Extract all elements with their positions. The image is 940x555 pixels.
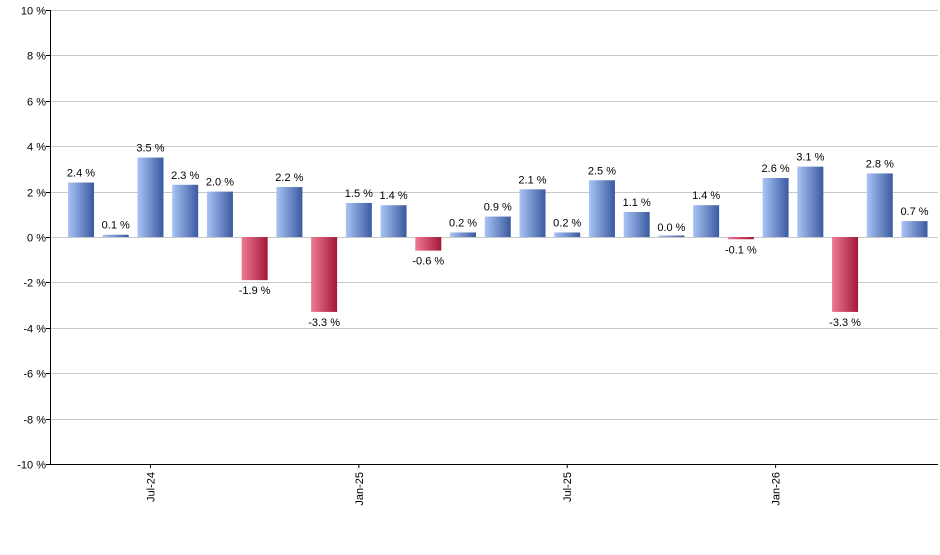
data-label: 0.7 %	[900, 206, 928, 218]
bar-Dec-25	[727, 237, 754, 240]
y-tick-label: 0 %	[27, 233, 46, 245]
bar-Apr-26	[866, 173, 893, 237]
data-labels: 2.4 % 0.1 % 3.5 % 2.3 % 2.0 % -1.9 % 2.2 % -3.3…	[67, 143, 929, 329]
data-label: 2.2 %	[275, 172, 303, 184]
data-label: -3.3 %	[308, 317, 340, 329]
data-label: 0.2 %	[553, 217, 581, 229]
bar-Mar-26	[832, 237, 859, 312]
data-label: -0.6 %	[412, 256, 444, 268]
bar-Sep-25	[623, 212, 650, 237]
bar-Dec-24	[311, 237, 338, 312]
data-label: 2.1 %	[518, 174, 546, 186]
bar-Aug-24	[172, 184, 199, 237]
y-tick-label: 2 %	[27, 188, 46, 200]
bar-Mar-25	[415, 237, 442, 251]
data-label: 1.4 %	[692, 190, 720, 202]
x-axis-ticks: Jul-24 Jan-25 Jul-25 Jan-26	[145, 464, 783, 506]
data-label: 1.5 %	[345, 188, 373, 200]
bar-Feb-25	[380, 205, 407, 237]
data-label: 0.9 %	[484, 202, 512, 214]
data-label: 1.1 %	[623, 197, 651, 209]
bar-May-24	[68, 182, 94, 237]
bar-Feb-26	[797, 166, 824, 237]
y-tick-label: -10 %	[17, 460, 46, 472]
axes	[50, 10, 938, 465]
bar-Jun-24	[102, 234, 129, 237]
bar-May-25	[484, 216, 511, 237]
y-tick-label: 4 %	[27, 142, 46, 154]
bar-Jul-25	[554, 232, 581, 237]
data-label: 3.1 %	[796, 152, 824, 164]
data-label: 2.3 %	[171, 170, 199, 182]
bar-Oct-25	[658, 235, 685, 237]
y-tick-label: -8 %	[23, 415, 46, 427]
data-label: 0.0 %	[657, 222, 685, 234]
bar-Oct-24	[241, 237, 268, 281]
bar-Aug-25	[588, 180, 615, 237]
bars	[68, 157, 928, 312]
data-label: 3.5 %	[136, 143, 164, 155]
data-label: -1.9 %	[239, 285, 271, 297]
y-tick-label: -6 %	[23, 369, 46, 381]
x-tick-label: Jan-25	[354, 472, 366, 506]
bar-Nov-24	[276, 187, 303, 237]
data-label: -0.1 %	[725, 244, 757, 256]
data-label: -3.3 %	[829, 317, 861, 329]
data-label: 0.2 %	[449, 217, 477, 229]
bar-Jun-25	[519, 189, 546, 237]
x-tick-label: Jul-25	[562, 472, 574, 502]
data-label: 1.4 %	[379, 190, 407, 202]
x-tick-label: Jan-26	[771, 472, 783, 506]
y-tick-label: 10 %	[21, 6, 46, 18]
y-axis-ticks: 10 % 8 % 6 % 4 % 2 % 0 % -2 % -4 % -6 % -8 % -10 %	[17, 6, 50, 472]
bar-Sep-24	[206, 191, 233, 237]
bar-Jan-26	[762, 177, 789, 237]
data-label: 0.1 %	[102, 220, 130, 232]
y-tick-label: 8 %	[27, 51, 46, 63]
data-label: 2.5 %	[588, 165, 616, 177]
x-tick-label: Jul-24	[145, 472, 157, 502]
bar-Nov-25	[693, 205, 720, 237]
bar-Jul-24	[137, 157, 164, 237]
data-label: 2.6 %	[762, 163, 790, 175]
y-tick-label: -4 %	[23, 324, 46, 336]
bar-Jan-25	[345, 202, 372, 237]
y-tick-label: -2 %	[23, 278, 46, 290]
gridlines	[50, 10, 938, 465]
data-label: 2.8 %	[866, 158, 894, 170]
bar-May-26	[901, 221, 928, 237]
data-label: 2.0 %	[206, 177, 234, 189]
y-tick-label: 6 %	[27, 97, 46, 109]
data-label: 2.4 %	[67, 168, 95, 180]
bar-Apr-25	[450, 232, 477, 237]
